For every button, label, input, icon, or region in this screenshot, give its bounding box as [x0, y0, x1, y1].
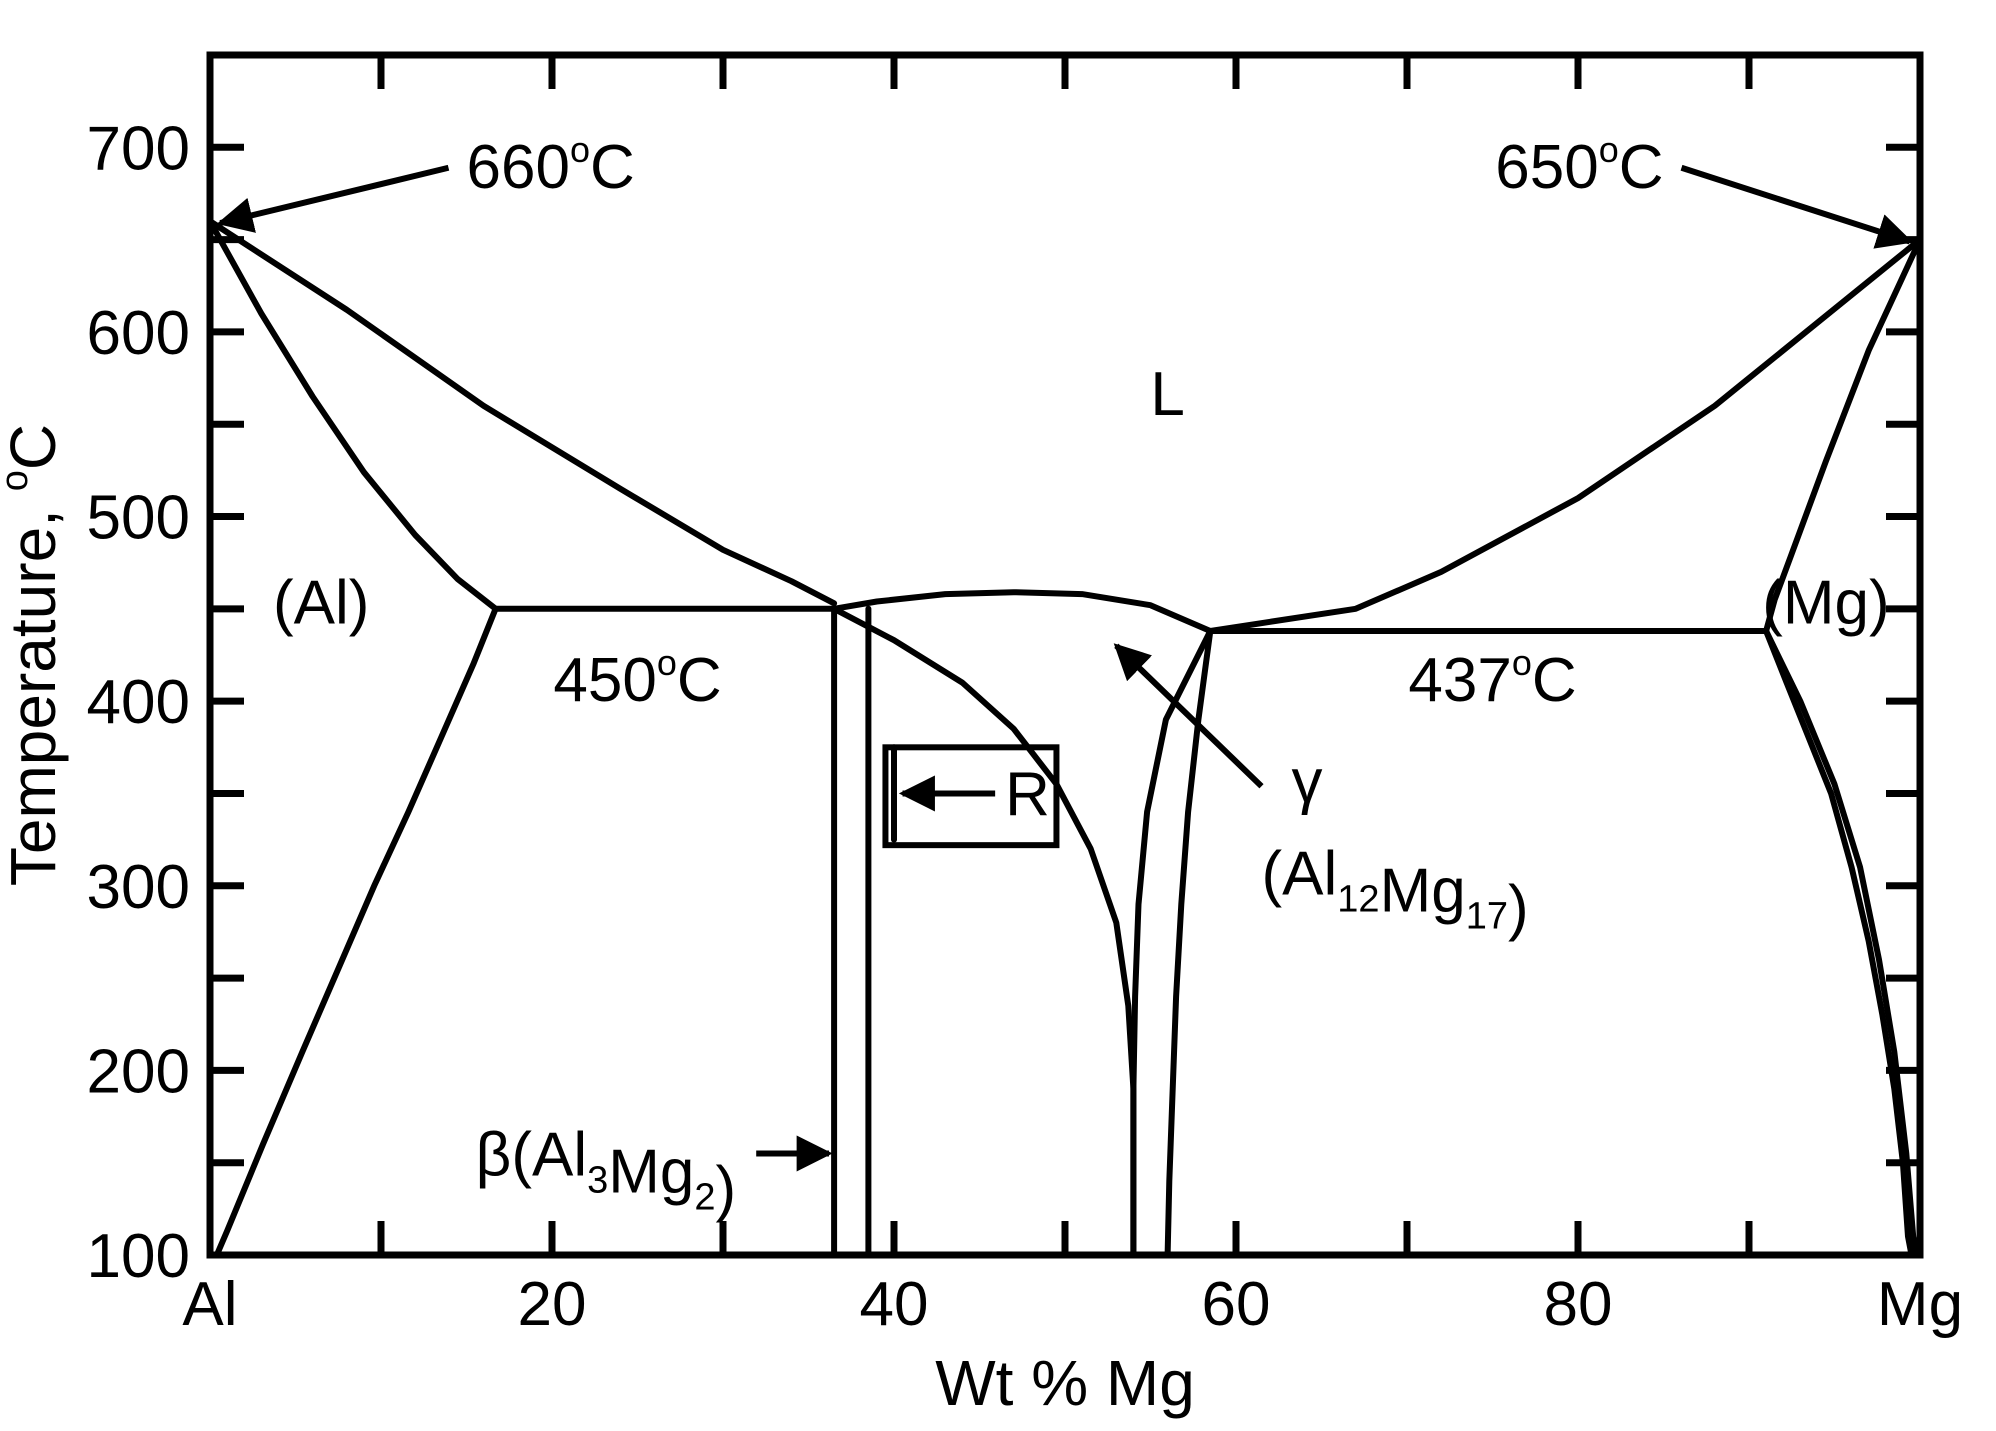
curve-gamma_right [1168, 631, 1211, 1255]
y-tick-label: 400 [87, 668, 190, 737]
y-tick-label: 200 [87, 1037, 190, 1106]
curve-al_solidus [210, 221, 496, 609]
x-tick-label: 40 [860, 1270, 929, 1339]
arrow-mp-mg [1682, 168, 1910, 242]
y-axis-label: Temperature, oC [0, 424, 69, 886]
phase-diagram-container: Al 20 40 60 80 Mg Wt % Mg 100 200 300 400 500 600 700… [0, 0, 1996, 1431]
y-tick-label: 500 [87, 484, 190, 553]
label-beta: β(Al3Mg2) [476, 1120, 737, 1223]
region-label-mg-solid: (Mg) [1762, 568, 1889, 637]
label-eut-mg: 437oC [1408, 642, 1576, 715]
curve-gamma_inner [834, 609, 1133, 1255]
x-tick-label: 80 [1544, 1270, 1613, 1339]
y-tick-label: 300 [87, 853, 190, 922]
curve-al_solvus [217, 609, 496, 1255]
y-tick-label: 100 [87, 1222, 190, 1291]
x-tick-label: 60 [1202, 1270, 1271, 1339]
x-tick-label: Al [182, 1270, 237, 1339]
label-mp-al: 660oC [467, 129, 635, 202]
region-label-liquid: L [1150, 360, 1184, 429]
curve-al_liquidus [210, 221, 834, 603]
x-tick-label: 20 [518, 1270, 587, 1339]
label-r: R [1005, 760, 1050, 829]
phase-boundaries [210, 221, 1920, 1255]
region-label-al-solid: (Al) [273, 568, 369, 637]
label-gamma-formula: (Al12Mg17) [1262, 840, 1529, 943]
label-mp-mg: 650oC [1495, 129, 1663, 202]
x-tick-label: Mg [1877, 1270, 1963, 1339]
curve-congruent_cap [834, 592, 1210, 631]
x-axis-label: Wt % Mg [935, 1347, 1195, 1419]
label-gamma-symbol: γ [1292, 747, 1323, 816]
label-eut-al: 450oC [553, 642, 721, 715]
plot-frame [210, 55, 1920, 1255]
y-tick-label: 700 [87, 114, 190, 183]
arrow-mp-al [220, 168, 448, 223]
y-tick-label: 600 [87, 299, 190, 368]
phase-diagram-svg: Al 20 40 60 80 Mg Wt % Mg 100 200 300 400 500 600 700… [0, 0, 1996, 1431]
arrow-gamma [1116, 646, 1261, 786]
